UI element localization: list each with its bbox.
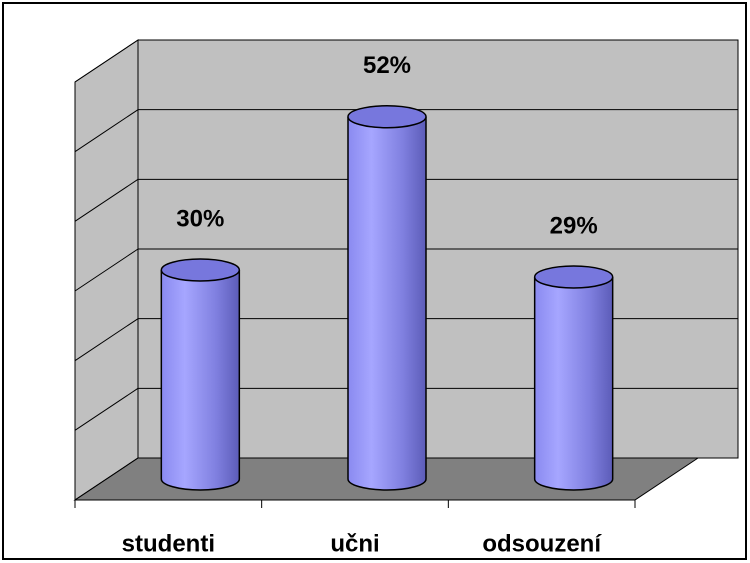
grid-line [74,457,139,501]
grid-line [74,318,139,362]
bar [347,116,427,491]
value-label: 52% [363,52,411,79]
bar [533,276,614,491]
grid-line [74,178,139,222]
bar-top [347,104,427,129]
bar-top [160,258,241,282]
bar-top [533,265,614,289]
grid-line [74,248,139,292]
grid-line [74,39,139,83]
grid-line [74,109,139,153]
value-label: 30% [176,205,224,232]
grid-line [74,387,139,431]
value-label: 29% [550,212,598,239]
x-tick-label: odsouzení [482,530,602,557]
x-tick-label: učni [330,530,379,557]
x-tick-label: studenti [122,530,215,557]
bar [160,270,241,491]
